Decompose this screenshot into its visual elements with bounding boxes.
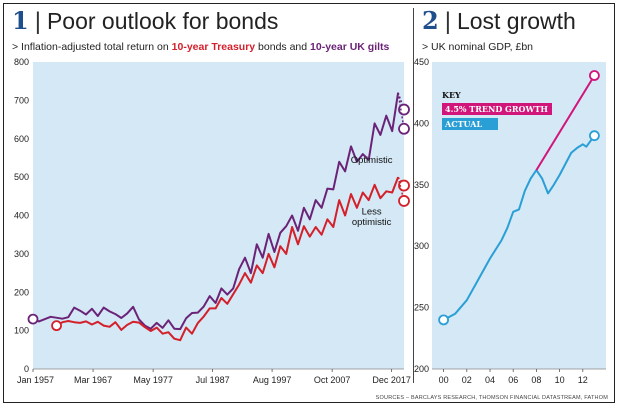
panel1-header: 1 | Poor outlook for bonds: [12, 6, 278, 36]
chart1-ytick-label: 100: [14, 326, 29, 336]
chart1-ytick-label: 200: [14, 287, 29, 297]
chart2-series-line: [443, 135, 596, 321]
chart1-projection-gilts: [397, 92, 405, 110]
panel1-subtitle-prefix: > Inflation-adjusted total return on: [12, 41, 172, 53]
chart1-ytick-label: 0: [24, 364, 29, 374]
chart1-ytick-label: 400: [14, 211, 29, 221]
chart1-xtick-label: Jul 1987: [196, 375, 230, 385]
chart1-start-marker: [27, 313, 39, 325]
panel1-number: 1: [12, 6, 29, 35]
chart2-xtick-label: 08: [531, 375, 541, 385]
chart2-xtick-label: 10: [555, 375, 565, 385]
chart2-xtick-label: 02: [462, 375, 472, 385]
chart2-ytick-label: 300: [414, 241, 429, 251]
chart1-annotation: Less: [362, 207, 382, 218]
chart1-ytick-label: 700: [14, 95, 29, 105]
chart1-annotation: Optimistic: [351, 155, 393, 166]
panel1-title: Poor outlook for bonds: [46, 8, 279, 34]
chart2-ytick-label: 200: [414, 364, 429, 374]
chart1-ytick-label: 500: [14, 172, 29, 182]
chart1-projection-marker: [398, 179, 410, 192]
chart2-xtick-label: 12: [578, 375, 588, 385]
chart2-key-label: ACTUAL: [444, 119, 482, 129]
figure-frame: [3, 3, 615, 403]
chart1-xtick-label: Mar 1967: [74, 375, 112, 385]
chart1-xtick-label: Oct 2007: [314, 375, 351, 385]
panel2-separator: |: [444, 8, 451, 35]
chart2-ytick-label: 450: [414, 57, 429, 67]
chart2-xtick-label: 06: [508, 375, 518, 385]
chart1-xtick-label: Jan 1957: [17, 375, 54, 385]
chart2-ytick-label: 350: [414, 180, 429, 190]
panel1-subtitle: > Inflation-adjusted total return on 10-…: [12, 41, 389, 53]
chart1-ytick-label: 300: [14, 249, 29, 259]
chart2-key-swatch: [442, 103, 552, 115]
chart2-ytick-label: 400: [414, 118, 429, 128]
chart1-series-treasury: [56, 176, 400, 342]
chart1-xtick-label: May 1977: [133, 375, 173, 385]
chart1-start-marker: [51, 320, 62, 332]
chart2-xtick-label: 04: [485, 375, 495, 385]
chart2-series-line: [535, 74, 596, 171]
panel2-subtitle: > UK nominal GDP, £bn: [422, 41, 533, 53]
panel1-subtitle-gilts: 10-year UK gilts: [310, 41, 390, 53]
panel2-title: Lost growth: [456, 8, 576, 34]
chart2-ytick-label: 250: [414, 303, 429, 313]
chart2-xtick-label: 00: [439, 375, 449, 385]
panel2-header: 2 | Lost growth: [422, 6, 576, 36]
chart1-projection-marker: [398, 122, 410, 135]
sources-note: SOURCES – BARCLAYS RESEARCH, THOMSON FIN…: [375, 395, 608, 401]
panel-divider: [413, 8, 414, 383]
chart1-projection-marker: [398, 103, 410, 116]
panel1-subtitle-mid: bonds and: [255, 41, 311, 53]
chart1-xtick-label: Dec 2017: [372, 375, 411, 385]
chart2-key-swatch: [442, 118, 498, 130]
chart1-ytick-label: 600: [14, 134, 29, 144]
chart1-series-gilts: [32, 92, 400, 331]
chart1-xtick-label: Aug 1997: [253, 375, 292, 385]
chart1-ytick-label: 800: [14, 57, 29, 67]
chart2-key-label: 4.5% TREND GROWTH: [445, 104, 548, 114]
chart1-annotation: optimistic: [352, 217, 392, 228]
chart2-marker: [589, 130, 600, 142]
panel2-number: 2: [422, 6, 439, 35]
chart2-key-title: KEY: [442, 90, 461, 100]
panel1-subtitle-treasury: 10-year Treasury: [171, 41, 256, 53]
panel1-separator: |: [34, 8, 41, 35]
chart1-plot-area: [33, 62, 404, 369]
chart1-projection-marker: [398, 195, 410, 207]
chart2-marker: [589, 70, 600, 81]
chart2-marker: [438, 314, 450, 326]
